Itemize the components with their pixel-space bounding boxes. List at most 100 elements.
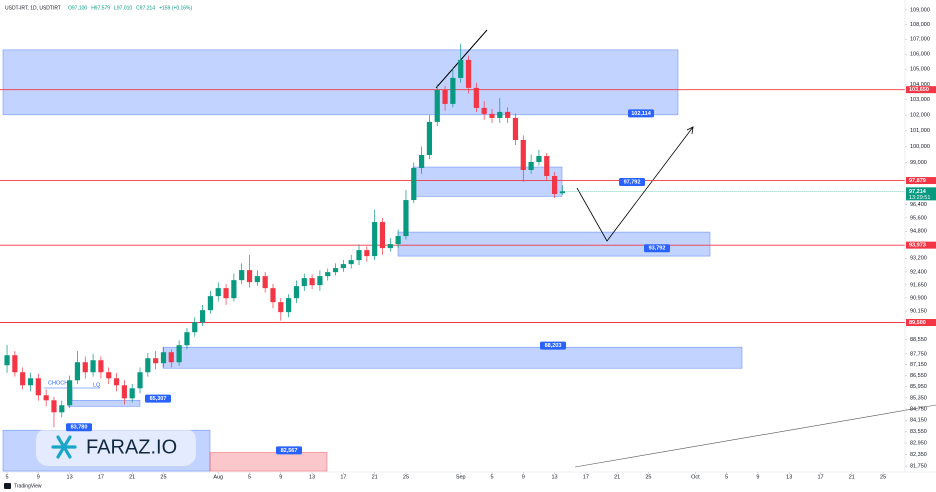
- symbol: USDT-IRT, 1D, USDTIRT: [5, 5, 61, 11]
- y-tick-label: 90,900: [910, 295, 927, 301]
- candle-body: [153, 358, 159, 364]
- candle-body: [59, 405, 65, 413]
- candle-body: [497, 111, 503, 118]
- x-tick-label: 5: [248, 474, 251, 480]
- candle-body: [207, 296, 214, 311]
- zone-tag: [619, 177, 645, 186]
- candle-body: [379, 222, 386, 249]
- y-tick-label: 104,000: [910, 82, 930, 88]
- y-tick-label: 93,200: [910, 256, 927, 262]
- candle-body: [442, 89, 448, 104]
- candle-body: [137, 372, 143, 389]
- candle-body: [286, 298, 292, 313]
- candle-body: [426, 121, 433, 155]
- y-tick-label: 107,000: [910, 37, 930, 43]
- candle-body: [98, 360, 104, 373]
- candle-body: [184, 332, 190, 346]
- candle-body: [458, 59, 464, 78]
- level-tag-label: 103,650: [909, 87, 929, 93]
- candle-body: [403, 200, 409, 237]
- x-tick-label: 9: [522, 474, 525, 480]
- projection-path: [576, 126, 694, 242]
- ohlc-value: H97,579: [91, 5, 110, 11]
- zone: [162, 346, 743, 369]
- y-tick-label: 94,800: [910, 229, 927, 235]
- watermark-box: [36, 428, 196, 466]
- y-tick-label: 106,000: [910, 52, 930, 58]
- y-tick-label: 95,600: [910, 215, 927, 221]
- x-tick-label: 9: [756, 474, 759, 480]
- x-tick-label: 25: [645, 474, 651, 480]
- x-tick-label: 17: [340, 474, 346, 480]
- annotation: LQ: [93, 382, 101, 388]
- candle-body: [215, 288, 221, 297]
- candle-body: [450, 77, 456, 104]
- x-tick-label: 13: [552, 474, 558, 480]
- x-tick-label: 21: [372, 474, 378, 480]
- x-tick-label: 17: [583, 474, 589, 480]
- x-tick-label: Aug: [213, 474, 223, 480]
- candle-body: [160, 352, 167, 364]
- candle-body: [4, 355, 10, 366]
- candle-body: [168, 352, 174, 363]
- zone-tag-label: 83,780: [71, 425, 88, 431]
- candle-body: [129, 388, 135, 399]
- y-tick-label: 100,000: [910, 144, 930, 150]
- candle-body: [270, 288, 276, 303]
- level-tag: [906, 319, 936, 327]
- x-tick-label: 17: [98, 474, 104, 480]
- y-tick-label: 82,350: [910, 452, 927, 458]
- y-tick-label: 81,750: [910, 464, 927, 470]
- x-tick-label: 13: [67, 474, 73, 480]
- candle-body: [192, 322, 198, 333]
- brand: TradingView: [14, 483, 42, 489]
- candle-body: [473, 87, 479, 108]
- candle-body: [278, 302, 284, 313]
- y-tick-label: 85,350: [910, 395, 927, 401]
- ohlc-value: +159 (+0.16%): [159, 5, 192, 11]
- zone-tag: [540, 341, 566, 350]
- ohlc-value: L97,010: [114, 5, 132, 11]
- candle-body: [536, 155, 542, 162]
- x-tick-label: 25: [880, 474, 886, 480]
- countdown: 13:29:51: [909, 195, 930, 201]
- zone: [412, 166, 563, 197]
- watermark-text: FARAZ.IO: [86, 436, 177, 458]
- x-tick-label: 13: [786, 474, 792, 480]
- x-tick-label: 21: [129, 474, 135, 480]
- y-tick-label: 96,400: [910, 202, 927, 208]
- y-tick-label: 105,000: [910, 67, 930, 73]
- y-tick-label: 82,950: [910, 441, 927, 447]
- zone-tag: [66, 423, 92, 432]
- arrow-head: [686, 126, 694, 135]
- candle-body: [520, 139, 526, 171]
- trend-line: [435, 29, 488, 89]
- candle-body: [20, 372, 26, 386]
- level-tag: [906, 241, 936, 249]
- x-tick-label: Oct: [691, 474, 700, 480]
- candle-body: [176, 345, 182, 363]
- candle-body: [239, 270, 245, 281]
- header: USDT-IRT, 1D, USDTIRT O97,100 H97,579 L97,0…: [5, 5, 192, 11]
- y-tick-label: 88,550: [910, 337, 927, 343]
- x-tick-label: Sep: [456, 474, 466, 480]
- candle-body: [35, 378, 41, 396]
- x-tick-label: 5: [490, 474, 493, 480]
- level-tag: [906, 177, 936, 185]
- zone-tag: [644, 244, 670, 253]
- y-tick-label: 86,550: [910, 373, 927, 379]
- candle-body: [348, 260, 354, 265]
- candle-body: [411, 168, 417, 201]
- candle-body: [364, 250, 370, 257]
- zone: [209, 452, 328, 472]
- x-tick-label: 21: [614, 474, 620, 480]
- zone-tag: [145, 394, 171, 403]
- candle-body: [113, 378, 120, 386]
- y-tick-label: 90,150: [910, 308, 927, 314]
- zone-tag-label: 88,203: [545, 343, 562, 349]
- ohlc-value: C97,214: [136, 5, 155, 11]
- y-tick-label: 87,750: [910, 351, 927, 357]
- last-price-label: 97,214: [909, 189, 927, 195]
